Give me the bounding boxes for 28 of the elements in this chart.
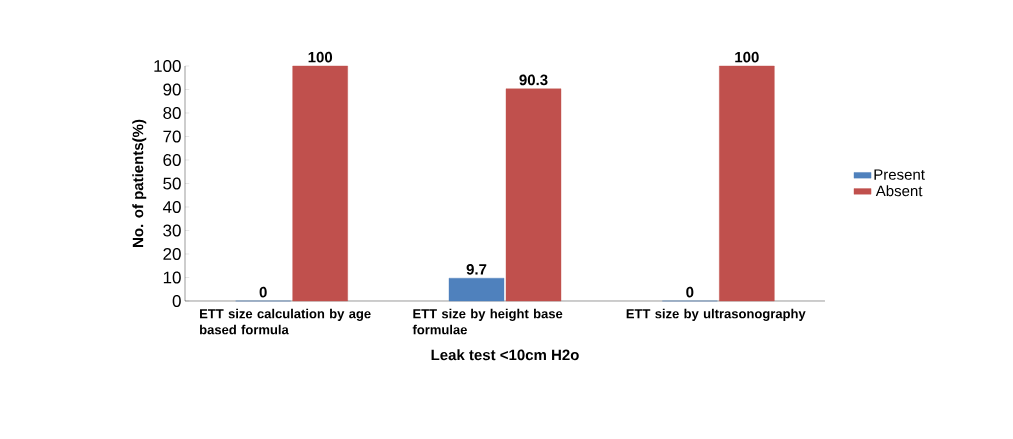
data-label: 0 <box>686 286 694 298</box>
y-tick-label: 0 <box>172 294 181 308</box>
data-label: 0 <box>259 286 267 298</box>
legend-label: Absent <box>875 185 923 197</box>
bar <box>719 65 775 302</box>
y-tick-label: 20 <box>163 247 181 261</box>
y-tick-label: 100 <box>154 59 181 73</box>
data-label: 90.3 <box>519 74 548 86</box>
y-tick-label: 90 <box>163 83 181 96</box>
y-tick-label: 70 <box>163 130 181 143</box>
y-tick-label: 40 <box>162 200 181 214</box>
x-tick-label: ETT size by height base formulae <box>412 308 563 335</box>
bar <box>292 65 348 302</box>
y-axis-title: No. of patients(%) <box>132 119 147 247</box>
data-label: 100 <box>308 51 333 63</box>
x-tick-label: ETT size by ultrasonography <box>626 308 806 321</box>
y-tick-label: 80 <box>163 106 181 120</box>
x-axis-title: Leak test <10cm H2o <box>431 349 579 361</box>
y-tick-label: 60 <box>163 153 181 167</box>
y-tick-label: 50 <box>163 177 181 190</box>
x-tick-label: ETT size calculation by age based formula <box>200 308 371 335</box>
y-tick-label: 30 <box>163 224 181 237</box>
bar <box>505 88 562 302</box>
legend-label: Present <box>874 169 925 180</box>
data-label: 9.7 <box>466 264 487 275</box>
bar <box>448 277 505 302</box>
y-tick-label: 10 <box>163 271 181 284</box>
data-label: 100 <box>735 51 759 63</box>
